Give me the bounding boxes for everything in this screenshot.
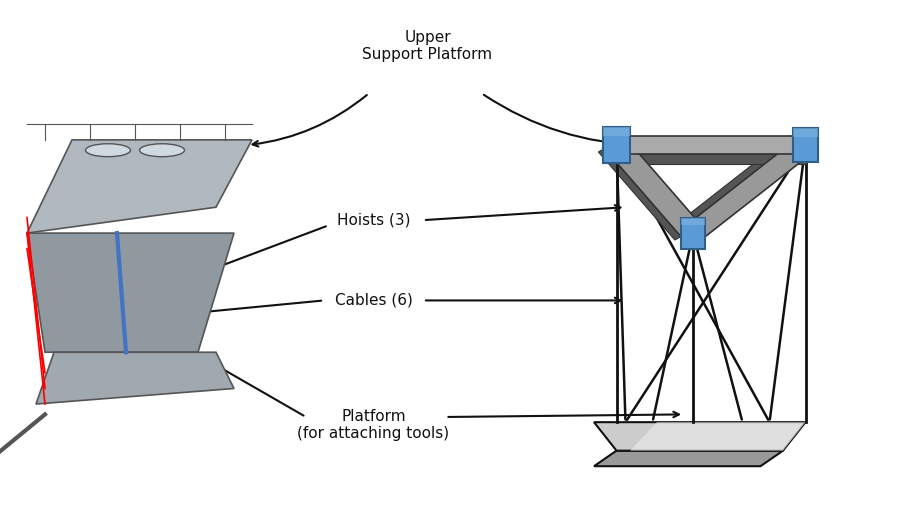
Polygon shape [27,140,252,233]
Polygon shape [598,149,681,240]
Polygon shape [594,451,783,466]
FancyBboxPatch shape [793,128,818,137]
Text: Cables (6): Cables (6) [335,293,412,308]
FancyBboxPatch shape [793,128,818,162]
FancyBboxPatch shape [603,127,630,163]
FancyBboxPatch shape [681,218,705,225]
Text: Upper
Support Platform: Upper Support Platform [363,30,492,62]
Polygon shape [594,422,806,451]
FancyBboxPatch shape [603,127,630,136]
Polygon shape [27,233,234,352]
FancyBboxPatch shape [681,218,705,249]
Polygon shape [616,136,806,154]
Polygon shape [605,141,705,237]
Text: Platform
(for attaching tools): Platform (for attaching tools) [297,409,450,441]
Polygon shape [682,140,816,238]
Polygon shape [616,154,806,164]
Ellipse shape [86,144,130,157]
Ellipse shape [140,144,184,157]
Text: Hoists (3): Hoists (3) [337,213,410,227]
Polygon shape [677,136,795,228]
Polygon shape [630,422,806,451]
Polygon shape [36,352,234,404]
